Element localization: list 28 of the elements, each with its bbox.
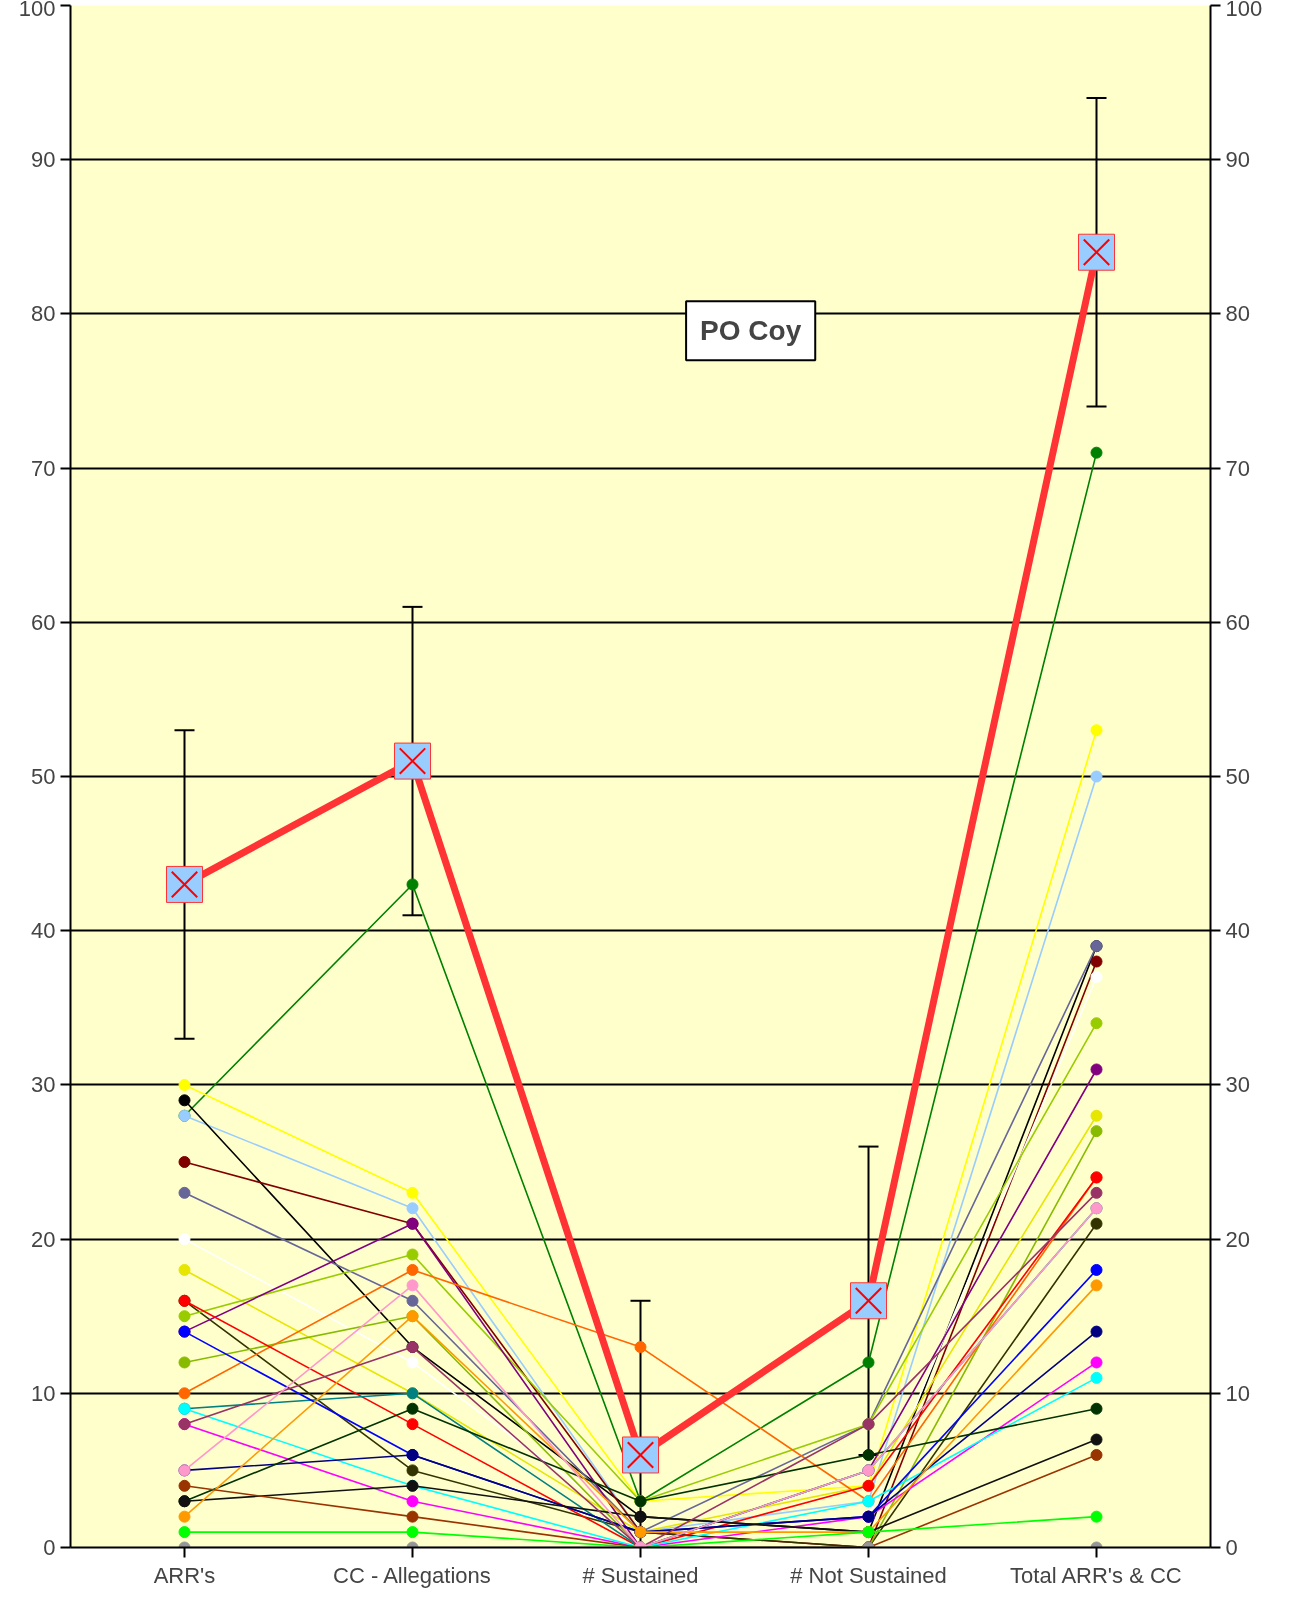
x-tick-label: CC - Allegations [333, 1562, 491, 1588]
x-tick-label: # Sustained [582, 1562, 699, 1588]
y2-tick-label: 0 [1225, 1535, 1238, 1560]
y2-tick-label: 10 [1225, 1380, 1250, 1406]
y2-tick-label: 60 [1225, 609, 1250, 635]
y-tick-label: 30 [31, 1072, 56, 1098]
x-tick-label: # Not Sustained [790, 1562, 947, 1588]
y2-tick-label: 30 [1225, 1072, 1250, 1098]
x-tick-label: ARR's [153, 1562, 216, 1588]
y2-tick-label: 90 [1225, 147, 1250, 173]
y-tick-label: 90 [31, 147, 56, 173]
y2-tick-label: 100 [1225, 0, 1263, 21]
y2-tick-label: 50 [1225, 764, 1250, 789]
y2-tick-label: 20 [1225, 1226, 1250, 1252]
y-tick-label: 100 [18, 0, 56, 21]
x-tick-label: Total ARR's & CC [1010, 1562, 1182, 1588]
y-tick-label: 10 [31, 1380, 56, 1406]
y-tick-label: 70 [31, 455, 56, 481]
y-tick-label: 0 [43, 1535, 56, 1560]
y-tick-label: 20 [31, 1226, 56, 1252]
y2-tick-label: 80 [1225, 301, 1250, 327]
annotation: PO Coy [700, 315, 802, 347]
y-tick-label: 40 [31, 918, 56, 944]
y-tick-label: 60 [31, 609, 56, 635]
y-tick-label: 50 [31, 764, 56, 789]
y2-tick-label: 70 [1225, 455, 1250, 481]
y-tick-label: 80 [31, 301, 56, 327]
y2-tick-label: 40 [1225, 918, 1250, 944]
